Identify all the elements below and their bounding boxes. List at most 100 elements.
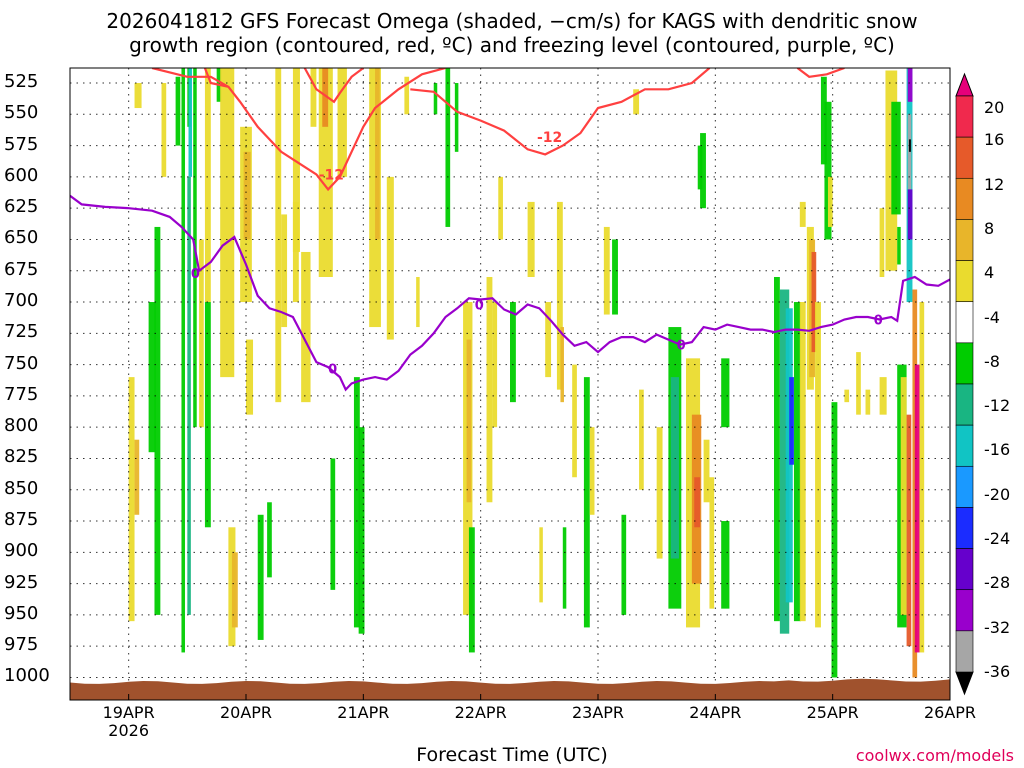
omega-cell bbox=[188, 68, 193, 177]
x-tick-label: 22APR bbox=[454, 703, 507, 722]
freezing-contour-label: 0 bbox=[475, 299, 484, 314]
colorbar-bin bbox=[955, 548, 974, 591]
omega-cell bbox=[175, 76, 181, 146]
omega-cell bbox=[148, 302, 156, 453]
omega-cell bbox=[353, 377, 360, 628]
omega-cell bbox=[799, 201, 806, 227]
x-tick-label: 23APR bbox=[571, 703, 625, 722]
y-tick-label: 575 bbox=[4, 133, 39, 155]
colorbar-tick-label: -16 bbox=[984, 440, 1011, 460]
omega-cell bbox=[789, 377, 794, 465]
colorbar-bin bbox=[955, 342, 974, 385]
omega-cell bbox=[906, 414, 912, 647]
omega-cell bbox=[919, 302, 925, 653]
omega-cell bbox=[603, 226, 610, 315]
omega-cell bbox=[907, 68, 913, 102]
omega-cell bbox=[337, 68, 347, 177]
omega-cell bbox=[445, 68, 451, 227]
omega-cell bbox=[900, 377, 907, 615]
omega-cell bbox=[134, 83, 142, 109]
colorbar-bottom-triangle bbox=[955, 671, 974, 696]
omega-cell bbox=[721, 358, 730, 428]
omega-cell bbox=[386, 176, 394, 340]
omega-cell bbox=[498, 176, 503, 240]
y-tick-label: 825 bbox=[4, 446, 39, 468]
omega-cell bbox=[433, 83, 438, 115]
omega-cell bbox=[774, 276, 780, 622]
omega-shading bbox=[128, 68, 925, 678]
colorbar-bin bbox=[955, 301, 974, 344]
omega-cell bbox=[865, 389, 871, 415]
contour-labels: -12 -12 0 0 0 0 0 bbox=[191, 130, 883, 378]
colorbar-tick-label: -12 bbox=[984, 396, 1011, 416]
omega-cell bbox=[128, 377, 135, 622]
chart-title-line1: 2026041812 GFS Forecast Omega (shaded, −… bbox=[106, 9, 918, 33]
omega-cell bbox=[154, 226, 161, 615]
omega-cell bbox=[187, 176, 191, 615]
y-tick-label: 600 bbox=[4, 164, 39, 186]
y-tick-label: 650 bbox=[4, 227, 39, 249]
x-tick-label: 19APR bbox=[102, 703, 155, 722]
freezing-contour-label: 0 bbox=[191, 267, 200, 282]
colorbar-tick-label: 16 bbox=[984, 130, 1005, 150]
y-tick-label: 850 bbox=[4, 477, 39, 499]
omega-cell bbox=[545, 302, 552, 378]
plot-frame bbox=[69, 67, 951, 701]
y-tick-label: 975 bbox=[4, 634, 39, 656]
dgz-contour-label: -12 bbox=[537, 130, 562, 146]
omega-cell bbox=[466, 339, 472, 503]
omega-cell bbox=[181, 68, 185, 653]
colorbar-tick-label: -20 bbox=[984, 484, 1011, 504]
omega-cell bbox=[322, 68, 329, 127]
omega-cell bbox=[694, 477, 701, 528]
omega-cell bbox=[257, 514, 264, 640]
omega-cell bbox=[204, 302, 211, 528]
y-tick-label: 875 bbox=[4, 509, 39, 531]
omega-cell bbox=[703, 439, 710, 503]
omega-cell bbox=[827, 176, 833, 227]
omega-cell bbox=[709, 477, 715, 609]
dgz-contour bbox=[151, 68, 845, 192]
omega-cell bbox=[633, 89, 640, 115]
omega-cell bbox=[879, 208, 885, 277]
omega-cell bbox=[301, 251, 311, 403]
colorbar-bin bbox=[955, 219, 974, 261]
omega-cell bbox=[721, 521, 730, 609]
omega-cell bbox=[820, 76, 827, 165]
colorbar-tick-label: -28 bbox=[984, 573, 1011, 593]
y-tick-label: 950 bbox=[4, 602, 39, 624]
x-axis-title: Forecast Time (UTC) bbox=[416, 744, 608, 766]
omega-cell bbox=[562, 527, 567, 609]
omega-cell bbox=[583, 377, 590, 628]
omega-cell bbox=[793, 302, 801, 622]
colorbar-bin bbox=[955, 260, 974, 303]
omega-cell bbox=[416, 276, 420, 328]
omega-cell bbox=[831, 402, 838, 678]
omega-cell bbox=[275, 68, 282, 403]
omega-cell bbox=[700, 133, 706, 209]
y-tick-label: 1000 bbox=[4, 665, 50, 687]
freezing-level-contour bbox=[70, 194, 950, 392]
omega-cell bbox=[811, 251, 817, 353]
x-tick-label: 21APR bbox=[337, 703, 390, 722]
omega-cell bbox=[330, 458, 336, 590]
colorbar-bin bbox=[955, 507, 974, 549]
omega-cell bbox=[161, 83, 167, 177]
colorbar-tick-label: -32 bbox=[984, 617, 1011, 637]
omega-cell bbox=[510, 302, 516, 403]
omega-cell bbox=[670, 377, 679, 559]
x-tick-label: 25APR bbox=[806, 703, 859, 722]
colorbar-tick-label: -8 bbox=[984, 351, 1000, 371]
y-tick-label: 550 bbox=[4, 102, 39, 124]
omega-cell bbox=[492, 302, 498, 428]
colorbar-tick-label: 4 bbox=[984, 263, 995, 283]
y-tick-label: 525 bbox=[4, 71, 39, 93]
omega-cell bbox=[560, 327, 564, 403]
omega-cell bbox=[468, 527, 475, 653]
y-tick-label: 625 bbox=[4, 196, 39, 218]
omega-cell bbox=[134, 439, 140, 515]
colorbar-tick-label: 12 bbox=[984, 174, 1005, 194]
omega-cell bbox=[292, 68, 300, 252]
colorbar-bin bbox=[955, 136, 974, 179]
colorbar-tick-label: 8 bbox=[984, 218, 995, 238]
